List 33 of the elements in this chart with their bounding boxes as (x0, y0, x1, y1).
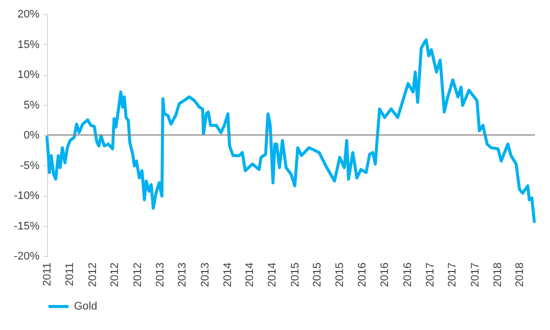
x-tick-label: 2013 (154, 262, 166, 287)
x-tick-label: 2014 (222, 262, 234, 287)
x-tick-label: 2015 (311, 262, 324, 287)
x-tick-label: 2013 (199, 262, 212, 287)
y-tick-label: 5% (24, 99, 40, 112)
x-tick-label: 2017 (446, 262, 459, 287)
y-tick-label: -5% (20, 160, 40, 172)
x-tick-label: 2015 (334, 262, 346, 287)
line-series (46, 38, 536, 224)
x-tick-label: 2012 (132, 262, 144, 287)
x-tick-label: 2016 (356, 262, 369, 287)
x-tick-label: 2013 (176, 262, 189, 287)
y-tick-label: 15% (17, 38, 40, 51)
x-tick-label: 2016 (379, 262, 392, 287)
x-tick-label: 2014 (266, 262, 279, 287)
x-tick-label: 2014 (244, 262, 256, 287)
legend-label: Gold (74, 300, 98, 312)
x-tick-label: 2012 (86, 262, 99, 287)
x-tick-label: 2017 (469, 262, 482, 287)
y-tick-label: -20% (14, 250, 40, 262)
y-tick-label: 10% (17, 69, 40, 81)
x-tick-label: 2018 (514, 262, 526, 287)
x-tick-label: 2017 (424, 262, 436, 287)
y-tick-label: -15% (14, 220, 40, 232)
x-tick-label: 2011 (42, 262, 54, 286)
x-tick-label: 2011 (64, 262, 76, 286)
y-tick-label: -10% (14, 190, 40, 202)
x-tick-label: 2015 (289, 262, 302, 287)
y-tick-label: 0% (24, 130, 40, 142)
x-tick-label: 2018 (492, 262, 504, 287)
x-tick-label: 2016 (402, 262, 414, 287)
y-tick-label: 20% (17, 8, 40, 20)
x-tick-label: 2012 (109, 262, 122, 287)
